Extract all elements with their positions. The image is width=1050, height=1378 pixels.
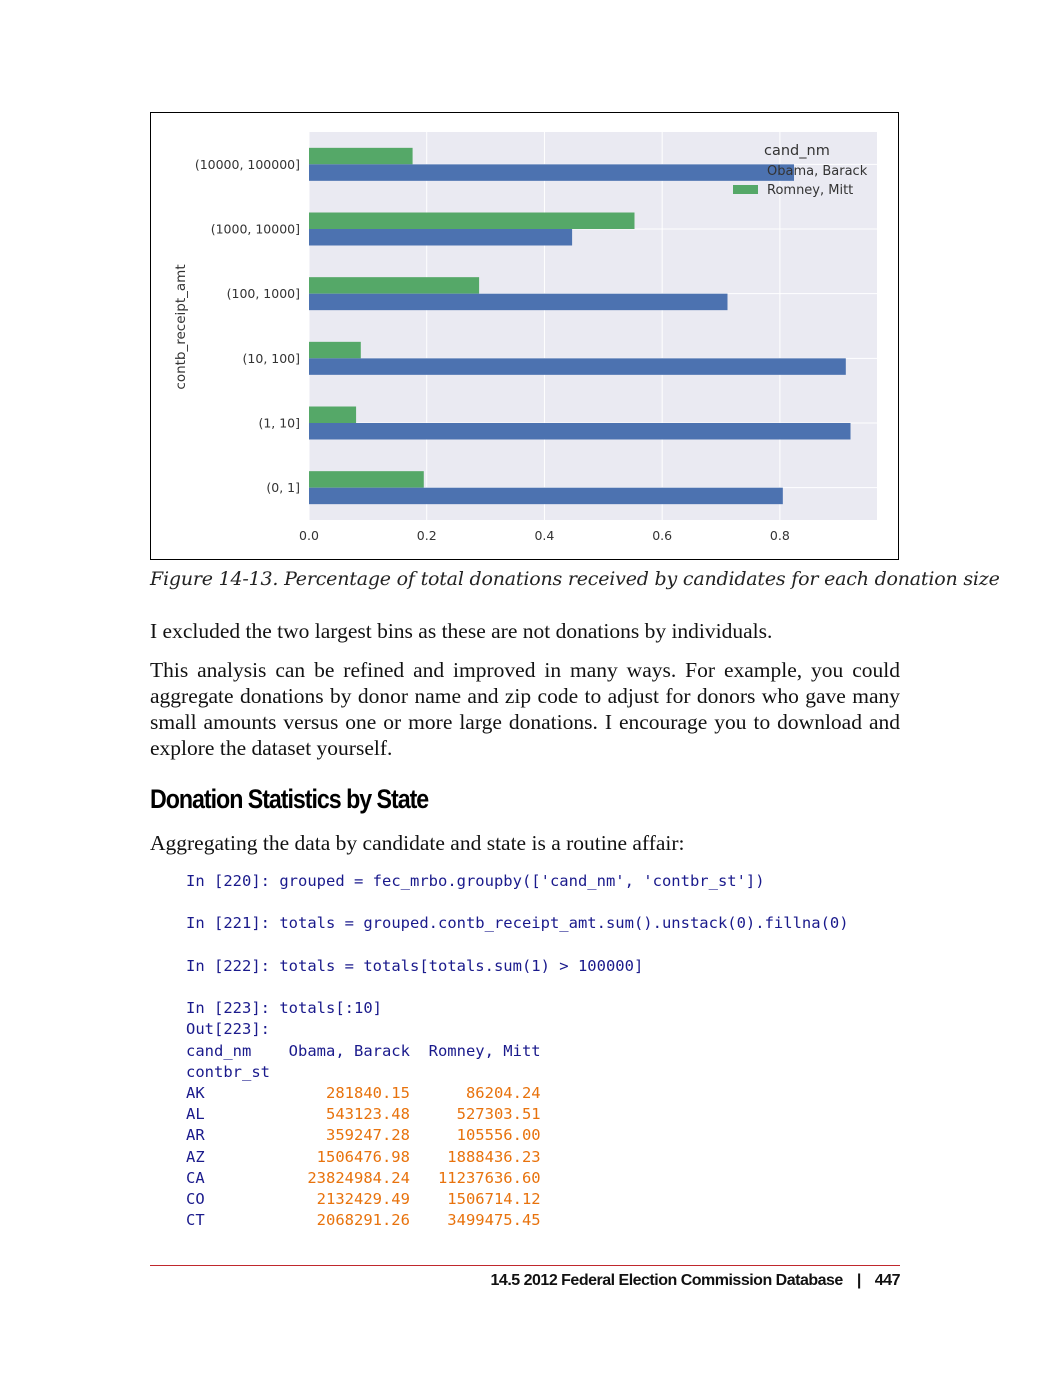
y-axis-label: contb_receipt_amt <box>173 264 189 389</box>
bar-obama-4 <box>309 423 851 440</box>
bar-obama-3 <box>309 358 846 375</box>
table-row-state-6: CT <box>186 1211 280 1230</box>
bars <box>309 147 851 505</box>
bar-romney-0 <box>309 147 413 165</box>
table-index-name: contbr_st <box>186 1062 270 1081</box>
table-cell-obama-3: 1506476.98 <box>279 1147 410 1166</box>
table-cell-romney-2: 105556.00 <box>409 1126 541 1145</box>
table-cell-obama-4: 23824984.24 <box>279 1168 410 1187</box>
code-prompt-221: In [221]: <box>186 914 270 933</box>
table-row-state-1: AL <box>186 1105 280 1124</box>
x-tick-label-3: 0.6 <box>652 528 672 543</box>
bar-romney-3 <box>309 341 361 359</box>
table-header-obama: Obama, Barack <box>279 1041 410 1060</box>
figure-14-13: (10000, 100000] (1000, 10000] (100, 1000] (… <box>150 112 899 560</box>
y-tick-labels: (10000, 100000] (1000, 10000] (100, 1000] (… <box>195 157 300 495</box>
y-tick-label-5: (0, 1] <box>266 480 300 495</box>
table-cell-obama-2: 359247.28 <box>279 1126 410 1145</box>
code-line-220: grouped = fec_mrbo.groupby(['cand_nm', '… <box>279 872 765 890</box>
bar-romney-2 <box>309 277 480 294</box>
code-line-221: totals = grouped.contb_receipt_amt.sum()… <box>279 914 849 933</box>
code-prompt-223: In [223]: <box>186 999 270 1018</box>
bar-obama-5 <box>309 487 783 505</box>
table-header-romney: Romney, Mitt <box>409 1041 541 1060</box>
code-listing: In [220]: grouped = fec_mrbo.groupby(['c… <box>186 871 849 1231</box>
paragraph-refinement: This analysis can be refined and improve… <box>150 658 900 760</box>
x-tick-label-1: 0.2 <box>417 528 437 543</box>
output-table: cand_nm Obama, Barack Romney, Mitt contb… <box>186 1042 541 1230</box>
x-tick-labels: 0.0 0.2 0.4 0.6 0.8 <box>299 528 790 543</box>
bar-obama-2 <box>309 293 728 311</box>
bar-romney-4 <box>309 406 357 423</box>
table-cell-obama-5: 2132429.49 <box>279 1190 410 1209</box>
y-tick-label-2: (100, 1000] <box>227 286 300 301</box>
y-tick-label-3: (10, 100] <box>243 351 300 366</box>
table-row-state-4: CA <box>186 1168 280 1187</box>
table-cell-romney-1: 527303.51 <box>409 1105 541 1124</box>
figure-caption: Figure 14-13. Percentage of total donati… <box>150 568 1000 590</box>
code-prompt-220: In [220]: <box>186 872 270 890</box>
table-cell-romney-5: 1506714.12 <box>409 1190 541 1209</box>
bar-obama-1 <box>309 229 573 246</box>
legend: cand_nm Obama, Barack Romney, Mitt <box>733 143 868 198</box>
code-line-223: totals[:10] <box>279 999 382 1018</box>
legend-label-romney: Romney, Mitt <box>767 183 853 198</box>
x-tick-label-4: 0.8 <box>770 528 790 543</box>
table-cell-obama-6: 2068291.26 <box>279 1211 410 1230</box>
table-header-index: cand_nm <box>186 1041 280 1060</box>
y-tick-label-1: (1000, 10000] <box>211 222 300 237</box>
table-cell-obama-0: 281840.15 <box>279 1084 410 1103</box>
plot-background <box>309 132 877 520</box>
paragraph-aggregating: Aggregating the data by candidate and st… <box>150 831 685 855</box>
table-row-state-0: AK <box>186 1084 280 1103</box>
x-tick-label-0: 0.0 <box>299 528 319 543</box>
code-line-222: totals = totals[totals.sum(1) > 100000] <box>279 956 644 975</box>
footer-section-title: 14.5 2012 Federal Election Commission Da… <box>490 1272 844 1289</box>
legend-label-obama: Obama, Barack <box>767 164 868 179</box>
table-cell-obama-1: 543123.48 <box>279 1105 410 1124</box>
bar-romney-1 <box>309 212 635 229</box>
legend-title: cand_nm <box>764 143 830 159</box>
code-output-prompt-223: Out[223]: <box>186 1020 270 1039</box>
page-number: 447 <box>874 1272 901 1289</box>
y-tick-label-4: (1, 10] <box>258 416 300 431</box>
legend-swatch-romney <box>733 185 758 194</box>
page-footer: 14.5 2012 Federal Election Commission Da… <box>490 1272 901 1290</box>
footer-rule <box>150 1265 900 1266</box>
x-tick-label-2: 0.4 <box>534 528 554 543</box>
y-tick-label-0: (10000, 100000] <box>195 157 300 172</box>
paragraph-excluded-bins: I excluded the two largest bins as these… <box>150 619 773 643</box>
bar-obama-0 <box>309 164 795 181</box>
table-cell-romney-0: 86204.24 <box>409 1084 541 1103</box>
legend-swatch-obama <box>733 167 758 176</box>
footer-separator: | <box>856 1272 861 1289</box>
code-prompt-222: In [222]: <box>186 956 270 975</box>
table-cell-romney-3: 1888436.23 <box>409 1147 541 1166</box>
table-cell-romney-4: 11237636.60 <box>409 1168 541 1187</box>
table-row-state-5: CO <box>186 1190 280 1209</box>
section-heading: Donation Statistics by State <box>150 784 429 814</box>
bar-romney-5 <box>309 471 424 488</box>
table-row-state-3: AZ <box>186 1147 280 1166</box>
donation-share-chart: (10000, 100000] (1000, 10000] (100, 1000] (… <box>173 132 877 543</box>
table-cell-romney-6: 3499475.45 <box>409 1211 541 1230</box>
table-row-state-2: AR <box>186 1126 280 1145</box>
